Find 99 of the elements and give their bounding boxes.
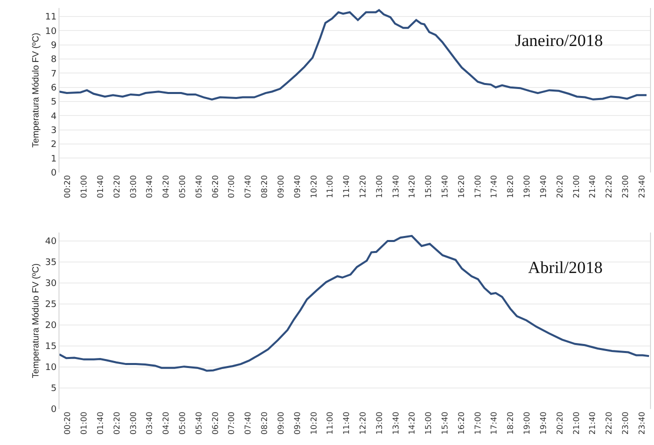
x-tick-label: 08:20 [260,412,270,435]
x-tick-label: 08:20 [260,175,270,198]
x-tick-label: 17:00 [473,412,482,435]
y-axis-title: Temperatura Módulo FV (ºC) [30,263,40,378]
y-tick-label: 1 [50,154,57,164]
x-tick-label: 14:20 [408,412,417,435]
x-tick-label: 22:20 [604,412,614,435]
x-tick-label: 16:20 [456,175,466,198]
x-tick-label: 23:40 [637,175,646,198]
x-tick-label: 23:40 [637,412,646,435]
x-tick-label: 05:40 [194,175,204,198]
x-tick-label: 00:20 [63,175,72,198]
x-tick-label: 04:20 [162,175,171,198]
x-tick-label: 21:40 [588,412,598,435]
x-tick-label: 11:00 [326,412,335,435]
y-tick-label: 0 [50,405,57,416]
x-tick-label: 11:00 [326,175,335,198]
x-tick-label: 19:00 [522,175,532,198]
annotation: Abril/2018 [528,258,603,277]
x-tick-label: 11:40 [342,412,352,435]
x-tick-label: 17:00 [473,175,482,198]
x-tick-label: 20:20 [555,412,564,435]
x-tick-label: 13:00 [374,412,384,435]
y-tick-label: 2 [50,140,57,150]
x-tick-label: 03:00 [128,175,138,198]
y-tick-label: 5 [50,384,57,394]
x-tick-label: 21:00 [572,412,581,435]
x-tick-label: 07:40 [244,175,253,198]
x-tick-label: 07:00 [227,175,236,198]
x-tick-label: 07:00 [227,412,236,435]
x-tick-label: 19:40 [538,175,548,198]
x-tick-label: 17:40 [490,175,499,198]
x-tick-label: 09:00 [276,412,286,435]
x-tick-label: 04:20 [162,412,171,435]
x-tick-label: 19:00 [522,412,532,435]
x-tick-label: 15:00 [424,175,434,198]
x-tick-label: 13:40 [391,412,400,435]
y-tick-label: 7 [50,69,57,80]
annotation: Janeiro/2018 [515,31,603,50]
y-tick-label: 10 [45,363,57,374]
x-tick-label: 01:00 [80,175,89,198]
x-tick-label: 15:00 [424,412,434,435]
y-tick-label: 4 [50,112,57,122]
y-tick-label: 40 [45,237,57,248]
x-tick-label: 20:20 [555,175,564,198]
x-tick-label: 01:40 [96,175,105,198]
x-tick-label: 01:40 [96,412,105,435]
x-tick-label: 23:00 [620,412,630,435]
x-tick-label: 15:40 [440,175,450,198]
x-tick-label: 21:40 [588,175,598,198]
y-axis-title: Temperatura Módulo FV (ºC) [30,32,40,148]
x-tick-label: 03:40 [145,175,154,198]
x-tick-label: 17:40 [490,412,499,435]
x-tick-label: 05:40 [194,412,204,435]
line-series [59,9,648,100]
y-tick-label: 20 [45,321,57,332]
x-tick-label: 03:00 [128,412,138,435]
x-tick-label: 23:00 [620,175,630,198]
y-tick-label: 9 [50,41,57,51]
x-tick-label: 11:40 [342,175,352,198]
y-tick-label: 8 [50,55,57,66]
x-tick-label: 09:40 [292,175,302,198]
x-tick-label: 18:20 [506,412,516,435]
y-tick-label: 25 [45,300,57,310]
y-tick-label: 3 [50,126,57,136]
x-tick-label: 10:20 [309,175,318,198]
x-tick-label: 14:20 [408,175,417,198]
x-tick-label: 01:00 [80,412,89,435]
y-tick-label: 11 [45,12,57,23]
x-tick-label: 13:40 [391,175,400,198]
x-tick-label: 09:00 [276,175,286,198]
x-tick-label: 16:20 [456,412,466,435]
x-tick-label: 05:00 [178,412,188,435]
x-tick-label: 07:40 [244,412,253,435]
x-tick-label: 22:20 [604,175,614,198]
x-tick-label: 05:00 [178,175,188,198]
x-tick-label: 12:20 [358,412,368,435]
x-tick-label: 21:00 [572,175,581,198]
x-tick-label: 15:40 [440,412,450,435]
line-series [59,234,650,372]
x-tick-label: 06:20 [210,175,220,198]
y-tick-label: 30 [45,279,57,290]
x-tick-label: 02:20 [112,412,122,435]
x-tick-label: 09:40 [292,412,302,435]
y-tick-label: 6 [50,84,57,94]
x-tick-label: 19:40 [538,412,548,435]
y-tick-label: 15 [45,342,57,352]
x-tick-label: 06:20 [210,412,220,435]
x-tick-label: 18:20 [506,175,516,198]
x-tick-label: 12:20 [358,175,368,198]
x-tick-label: 13:00 [374,175,384,198]
y-tick-label: 35 [45,258,57,268]
x-tick-label: 03:40 [145,412,154,435]
y-tick-label: 10 [45,26,57,37]
x-tick-label: 02:20 [112,175,122,198]
y-tick-label: 5 [50,98,57,108]
x-tick-label: 10:20 [309,412,318,435]
x-tick-label: 00:20 [63,412,72,435]
y-tick-label: 0 [50,168,57,179]
